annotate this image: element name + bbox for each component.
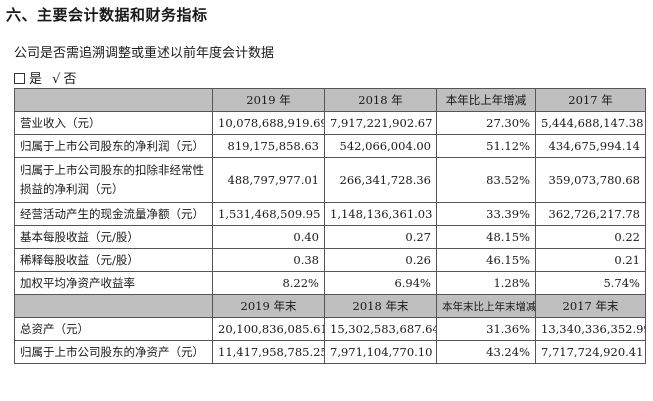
table-row: 归属于上市公司股东的净利润（元） 819,175,858.63 542,066,… (14, 134, 646, 158)
check-mark: √ (52, 72, 61, 87)
row-label: 经营活动产生的现金流量净额（元） (14, 202, 213, 226)
header-cell: 2018 年 (324, 88, 437, 112)
table-cell: 43.24% (436, 340, 536, 364)
table-cell: 8.22% (212, 271, 325, 295)
table-row: 归属于上市公司股东的净资产（元） 11,417,958,785.25 7,971… (14, 340, 646, 364)
row-label: 基本每股收益（元/股） (14, 225, 213, 249)
table-cell: 10,078,688,919.69 (212, 111, 325, 135)
header-cell (14, 294, 213, 318)
header-cell: 本年末比上年末增减 (436, 294, 536, 318)
row-label: 归属于上市公司股东的净利润（元） (14, 134, 213, 158)
header-cell: 本年比上年增减 (436, 88, 536, 112)
table-cell: 5.74% (535, 271, 646, 295)
table-cell: 819,175,858.63 (212, 134, 325, 158)
section-title: 六、主要会计数据和财务指标 (6, 6, 208, 24)
table-cell: 0.26 (324, 248, 437, 272)
table-row: 经营活动产生的现金流量净额（元） 1,531,468,509.95 1,148,… (14, 202, 646, 226)
table-cell: 488,797,977.01 (212, 157, 325, 203)
table-cell: 15,302,583,687.64 (324, 317, 437, 341)
table-cell: 48.15% (436, 225, 536, 249)
financial-indicators-table: 2019 年 2018 年 本年比上年增减 2017 年 营业收入（元） 10,… (14, 88, 646, 364)
table-cell: 359,073,780.68 (535, 157, 646, 203)
table-cell: 0.22 (535, 225, 646, 249)
header-cell: 2018 年末 (324, 294, 437, 318)
header-cell: 2017 年末 (535, 294, 646, 318)
row-label: 加权平均净资产收益率 (14, 271, 213, 295)
table-header-row: 2019 年末 2018 年末 本年末比上年末增减 2017 年末 (14, 294, 646, 318)
table-cell: 13,340,336,352.99 (535, 317, 646, 341)
table-cell: 7,917,221,902.67 (324, 111, 437, 135)
table-cell: 27.30% (436, 111, 536, 135)
no-label: 否 (63, 72, 77, 87)
checkbox-icon (14, 73, 25, 84)
row-label: 稀释每股收益（元/股） (14, 248, 213, 272)
row-label: 营业收入（元） (14, 111, 213, 135)
table-cell: 51.12% (436, 134, 536, 158)
table-cell: 1,531,468,509.95 (212, 202, 325, 226)
table-header-row: 2019 年 2018 年 本年比上年增减 2017 年 (14, 88, 646, 112)
header-cell: 2017 年 (535, 88, 646, 112)
header-cell: 2019 年 (212, 88, 325, 112)
restatement-choice: 是 √ 否 (14, 68, 76, 87)
table-cell: 1.28% (436, 271, 536, 295)
table-row: 基本每股收益（元/股） 0.40 0.27 48.15% 0.22 (14, 225, 646, 249)
table-cell: 0.40 (212, 225, 325, 249)
table-cell: 46.15% (436, 248, 536, 272)
table-cell: 0.27 (324, 225, 437, 249)
table-cell: 31.36% (436, 317, 536, 341)
table-cell: 434,675,994.14 (535, 134, 646, 158)
header-cell: 2019 年末 (212, 294, 325, 318)
table-cell: 7,717,724,920.41 (535, 340, 646, 364)
table-cell: 5,444,688,147.38 (535, 111, 646, 135)
table-cell: 1,148,136,361.03 (324, 202, 437, 226)
table-row: 营业收入（元） 10,078,688,919.69 7,917,221,902.… (14, 111, 646, 135)
header-cell (14, 88, 213, 112)
table-cell: 20,100,836,085.61 (212, 317, 325, 341)
table-row: 归属于上市公司股东的扣除非经常性损益的净利润（元） 488,797,977.01… (14, 157, 646, 203)
row-label: 总资产（元） (14, 317, 213, 341)
table-cell: 6.94% (324, 271, 437, 295)
table-cell: 266,341,728.36 (324, 157, 437, 203)
table-cell: 362,726,217.78 (535, 202, 646, 226)
table-cell: 0.21 (535, 248, 646, 272)
yes-label: 是 (29, 72, 43, 87)
table-cell: 7,971,104,770.10 (324, 340, 437, 364)
table-row: 加权平均净资产收益率 8.22% 6.94% 1.28% 5.74% (14, 271, 646, 295)
row-label: 归属于上市公司股东的净资产（元） (14, 340, 213, 364)
table-cell: 83.52% (436, 157, 536, 203)
table-cell: 33.39% (436, 202, 536, 226)
row-label: 归属于上市公司股东的扣除非经常性损益的净利润（元） (14, 157, 213, 203)
table-cell: 0.38 (212, 248, 325, 272)
restatement-question: 公司是否需追溯调整或重述以前年度会计数据 (14, 46, 275, 61)
table-cell: 11,417,958,785.25 (212, 340, 325, 364)
table-row: 总资产（元） 20,100,836,085.61 15,302,583,687.… (14, 317, 646, 341)
table-cell: 542,066,004.00 (324, 134, 437, 158)
table-row: 稀释每股收益（元/股） 0.38 0.26 46.15% 0.21 (14, 248, 646, 272)
